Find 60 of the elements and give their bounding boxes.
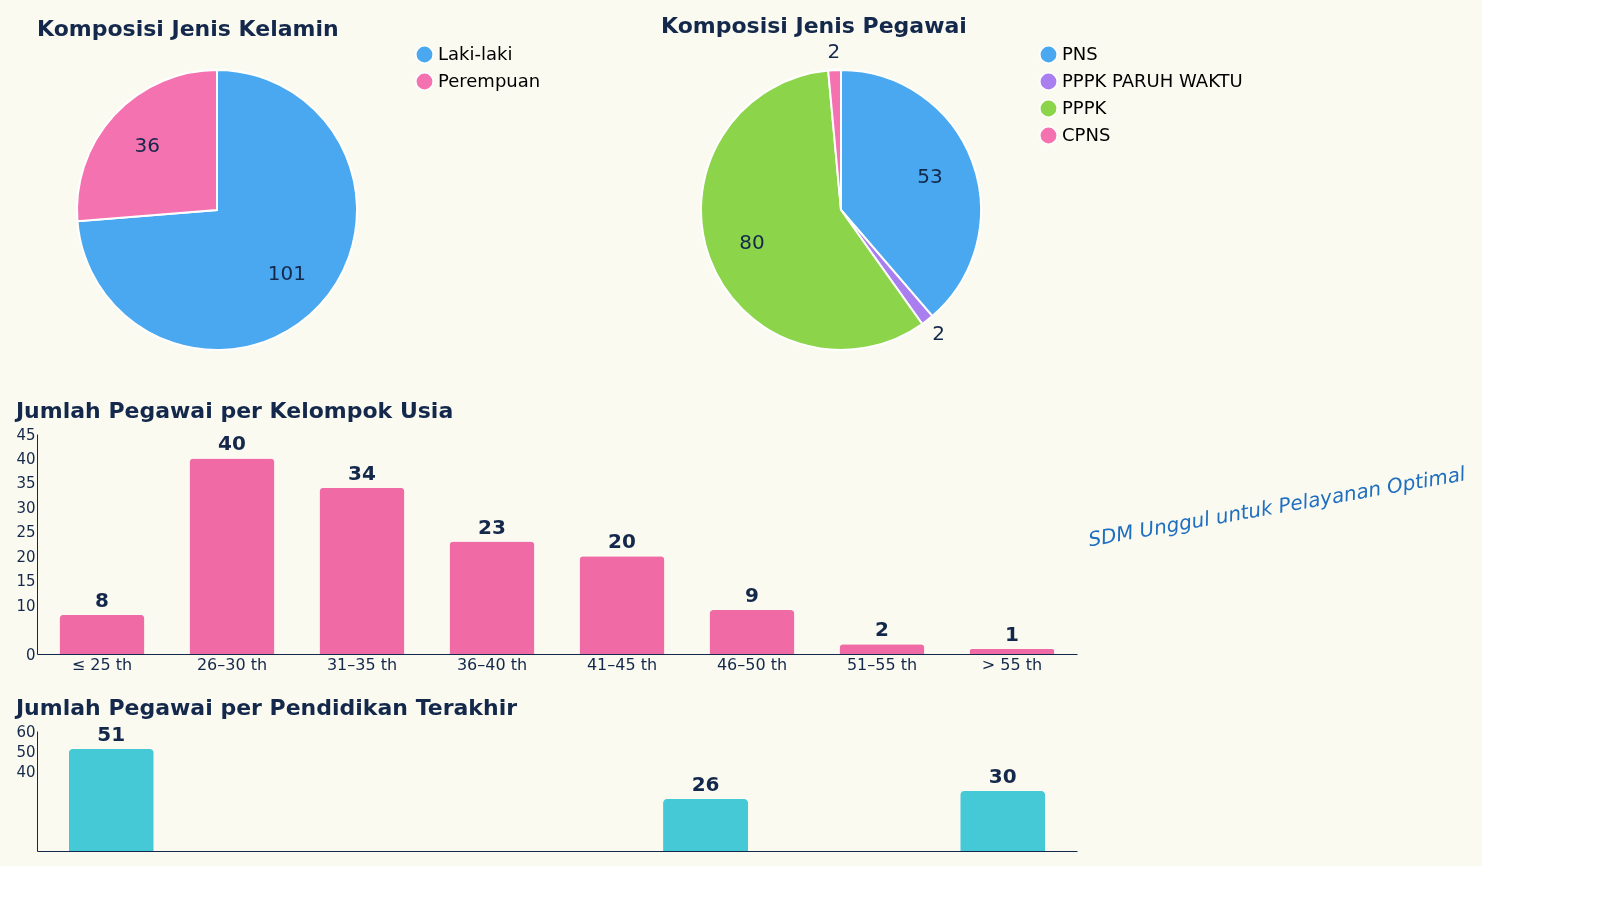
chart-title: Komposisi Jenis Kelamin bbox=[37, 16, 339, 41]
y-tick-label: 0 bbox=[25, 645, 36, 664]
y-tick-label: 40 bbox=[16, 762, 36, 781]
bar bbox=[189, 458, 275, 654]
pie-slice bbox=[76, 69, 358, 351]
x-tick-label: 31–35 th bbox=[326, 654, 398, 674]
x-tick-label: ≤ 25 th bbox=[71, 654, 133, 674]
chart-title: Jumlah Pegawai per Kelompok Usia bbox=[13, 398, 454, 423]
y-tick-label: 60 bbox=[16, 722, 36, 741]
data-label: 36 bbox=[134, 132, 160, 157]
bar bbox=[59, 614, 145, 654]
x-tick-label: 26–30 th bbox=[196, 654, 268, 674]
y-tick-label: 25 bbox=[16, 523, 36, 542]
legend-label: Perempuan bbox=[438, 69, 541, 91]
bar bbox=[319, 487, 405, 654]
y-tick-label: 35 bbox=[16, 474, 36, 493]
legend-label: PNS bbox=[1062, 42, 1098, 64]
data-label: 8 bbox=[95, 587, 109, 612]
data-label: 23 bbox=[478, 514, 506, 539]
y-tick-label: 40 bbox=[16, 449, 36, 468]
x-tick-label: > 55 th bbox=[981, 654, 1043, 674]
legend-label: PPPK bbox=[1062, 96, 1108, 118]
bar bbox=[969, 649, 1055, 654]
data-label: 26 bbox=[691, 772, 720, 796]
legend-label: Laki-laki bbox=[438, 42, 513, 64]
data-label: 30 bbox=[988, 764, 1017, 788]
y-tick-label: 50 bbox=[16, 742, 36, 761]
data-label: 51 bbox=[97, 722, 126, 746]
data-label: 9 bbox=[745, 583, 759, 607]
bar bbox=[839, 644, 925, 654]
text: SDM Unggul untuk Pelayanan Optimal bbox=[1086, 461, 1468, 552]
x-tick-label: 41–45 th bbox=[586, 654, 658, 674]
y-tick-label: 45 bbox=[16, 425, 36, 444]
chart-title: Jumlah Pegawai per Pendidikan Terakhir bbox=[13, 695, 518, 720]
bar bbox=[663, 799, 749, 851]
data-label: 20 bbox=[608, 529, 636, 554]
x-tick-label: 36–40 th bbox=[456, 654, 528, 674]
data-label: 40 bbox=[218, 431, 246, 456]
bar bbox=[579, 556, 665, 654]
data-label: 2 bbox=[875, 617, 889, 642]
y-tick-label: 30 bbox=[16, 498, 36, 517]
x-tick-label: 51–55 th bbox=[846, 654, 918, 674]
legend-label: CPNS bbox=[1062, 123, 1111, 145]
chart-title: Komposisi Jenis Pegawai bbox=[661, 13, 967, 39]
bar bbox=[68, 749, 154, 851]
y-tick-label: 20 bbox=[16, 547, 36, 566]
data-label: 2 bbox=[827, 39, 841, 64]
y-tick-label: 10 bbox=[16, 596, 36, 615]
data-label: 1 bbox=[1005, 622, 1019, 647]
bar bbox=[709, 610, 795, 654]
data-label: 101 bbox=[267, 261, 306, 286]
data-label: 80 bbox=[739, 230, 765, 255]
data-label: 2 bbox=[932, 321, 945, 346]
x-tick-label: 46–50 th bbox=[716, 654, 788, 674]
legend-label: PPPK PARUH WAKTU bbox=[1062, 69, 1243, 91]
data-label: 34 bbox=[348, 460, 376, 485]
bar bbox=[449, 541, 535, 654]
y-tick-label: 15 bbox=[16, 572, 36, 591]
bar bbox=[960, 791, 1046, 851]
data-label: 53 bbox=[917, 163, 943, 188]
